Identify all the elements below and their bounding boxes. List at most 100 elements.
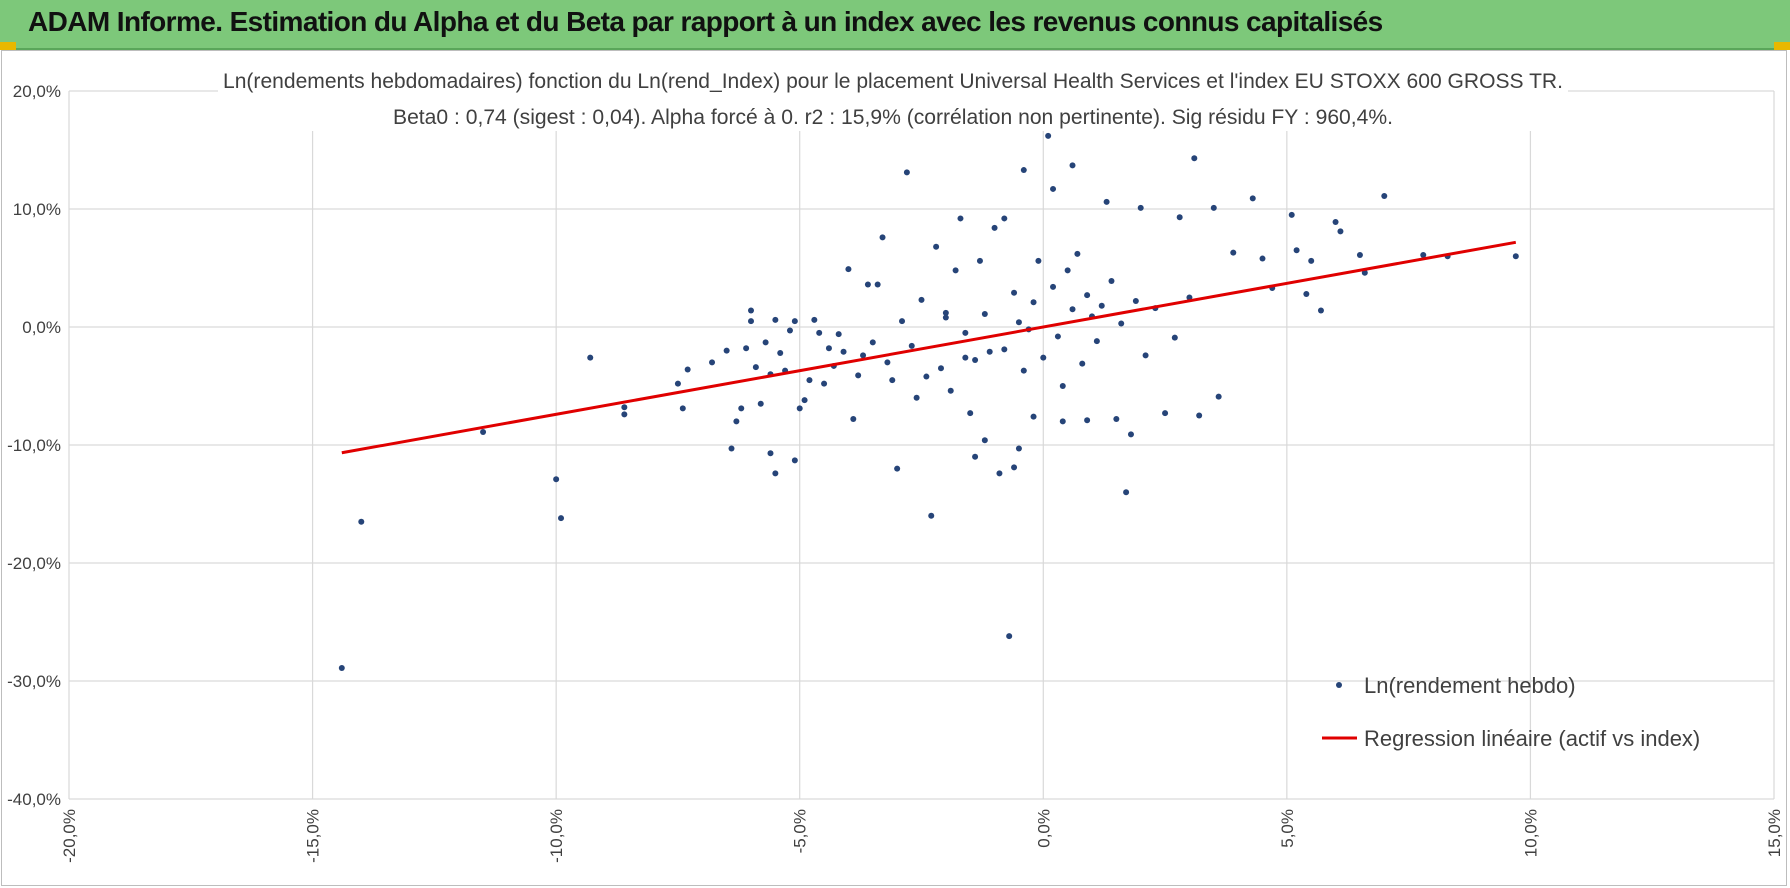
- data-point: [913, 394, 920, 401]
- data-point: [1512, 253, 1519, 260]
- data-point: [1132, 298, 1139, 305]
- scatter-points: [338, 132, 1519, 672]
- data-point: [879, 234, 886, 241]
- data-point: [1035, 257, 1042, 264]
- data-point: [738, 405, 745, 412]
- data-point: [825, 345, 832, 352]
- corner-marker-left: [0, 42, 16, 50]
- data-point: [558, 515, 565, 522]
- data-point: [884, 359, 891, 366]
- data-point: [937, 365, 944, 372]
- data-point: [1069, 306, 1076, 313]
- data-point: [889, 377, 896, 384]
- data-point: [1249, 195, 1256, 202]
- legend-marker-scatter: [1336, 682, 1342, 688]
- data-point: [821, 380, 828, 387]
- data-point: [1001, 215, 1008, 222]
- data-point: [1210, 204, 1217, 211]
- data-point: [1361, 269, 1368, 276]
- data-point: [855, 372, 862, 379]
- data-point: [733, 418, 740, 425]
- data-point: [1176, 214, 1183, 221]
- data-point: [1215, 393, 1222, 400]
- gridlines: [68, 90, 1775, 800]
- data-point: [1059, 383, 1066, 389]
- data-point: [923, 373, 930, 380]
- data-point: [845, 266, 852, 273]
- data-point: [752, 364, 759, 371]
- data-point: [1084, 292, 1091, 299]
- data-point: [972, 453, 979, 460]
- data-point: [1317, 307, 1324, 314]
- data-point: [480, 429, 487, 436]
- data-point: [1011, 289, 1018, 296]
- data-point: [1079, 360, 1086, 367]
- data-point: [1054, 333, 1061, 340]
- corner-marker-right: [1774, 42, 1790, 50]
- data-point: [1064, 267, 1071, 274]
- data-point: [748, 318, 754, 325]
- data-point: [1098, 302, 1105, 309]
- data-point: [991, 224, 998, 231]
- data-point: [996, 470, 1003, 477]
- title-background: [218, 65, 1568, 131]
- data-point: [1113, 416, 1120, 423]
- data-point: [928, 512, 935, 519]
- data-point: [1259, 255, 1266, 262]
- data-point: [816, 329, 823, 336]
- data-point: [1230, 249, 1237, 256]
- y-tick-label: 10,0%: [13, 200, 61, 219]
- data-point: [621, 404, 628, 411]
- data-point: [767, 450, 774, 457]
- data-point: [947, 387, 954, 394]
- data-point: [709, 359, 716, 366]
- data-point: [811, 316, 818, 323]
- data-point: [1123, 489, 1130, 496]
- chart-frame: -40,0% -30,0% -20,0% -10,0% 0,0% 10,0% 20,0% -…: [1, 50, 1787, 886]
- data-point: [679, 405, 686, 412]
- x-tick-label: 0,0%: [1034, 809, 1053, 848]
- data-point: [1059, 418, 1066, 425]
- data-point: [1020, 167, 1027, 174]
- data-point: [791, 318, 798, 325]
- data-point: [684, 366, 691, 373]
- y-tick-label: -10,0%: [7, 436, 61, 455]
- data-point: [728, 445, 735, 452]
- data-point: [1288, 211, 1295, 218]
- data-point: [762, 339, 769, 346]
- data-point: [1074, 250, 1081, 257]
- regression-line: [341, 240, 1517, 455]
- data-point: [1118, 320, 1125, 327]
- legend: Ln(rendement hebdo) Regression linéaire …: [1322, 673, 1700, 751]
- chart-subtitle: Beta0 : 0,74 (sigest : 0,04). Alpha forc…: [393, 105, 1393, 129]
- data-point: [894, 465, 901, 472]
- data-point: [1191, 155, 1198, 162]
- data-point: [1015, 319, 1022, 326]
- data-point: [1069, 162, 1076, 169]
- x-tick-label: 10,0%: [1521, 809, 1540, 857]
- y-tick-label: 20,0%: [13, 82, 61, 101]
- data-point: [772, 316, 779, 323]
- data-point: [1050, 283, 1057, 290]
- data-point: [840, 348, 847, 355]
- data-point: [791, 457, 798, 464]
- data-point: [1015, 445, 1022, 452]
- data-point: [587, 354, 594, 361]
- data-point: [1050, 185, 1057, 192]
- data-point: [908, 342, 915, 349]
- y-axis-ticks: -40,0% -30,0% -20,0% -10,0% 0,0% 10,0% 20,0%: [7, 82, 61, 809]
- data-point: [553, 476, 560, 483]
- data-point: [874, 281, 881, 288]
- y-tick-label: -40,0%: [7, 790, 61, 809]
- banner-title: ADAM Informe. Estimation du Alpha et du …: [28, 6, 1383, 37]
- data-point: [801, 397, 808, 404]
- x-tick-label: 15,0%: [1765, 809, 1784, 857]
- data-point: [864, 281, 871, 288]
- data-point: [1103, 198, 1110, 205]
- data-point: [1196, 412, 1203, 419]
- data-point: [850, 416, 857, 423]
- data-point: [933, 243, 940, 250]
- data-point: [621, 411, 628, 418]
- data-point: [942, 309, 949, 316]
- data-point: [1162, 410, 1169, 417]
